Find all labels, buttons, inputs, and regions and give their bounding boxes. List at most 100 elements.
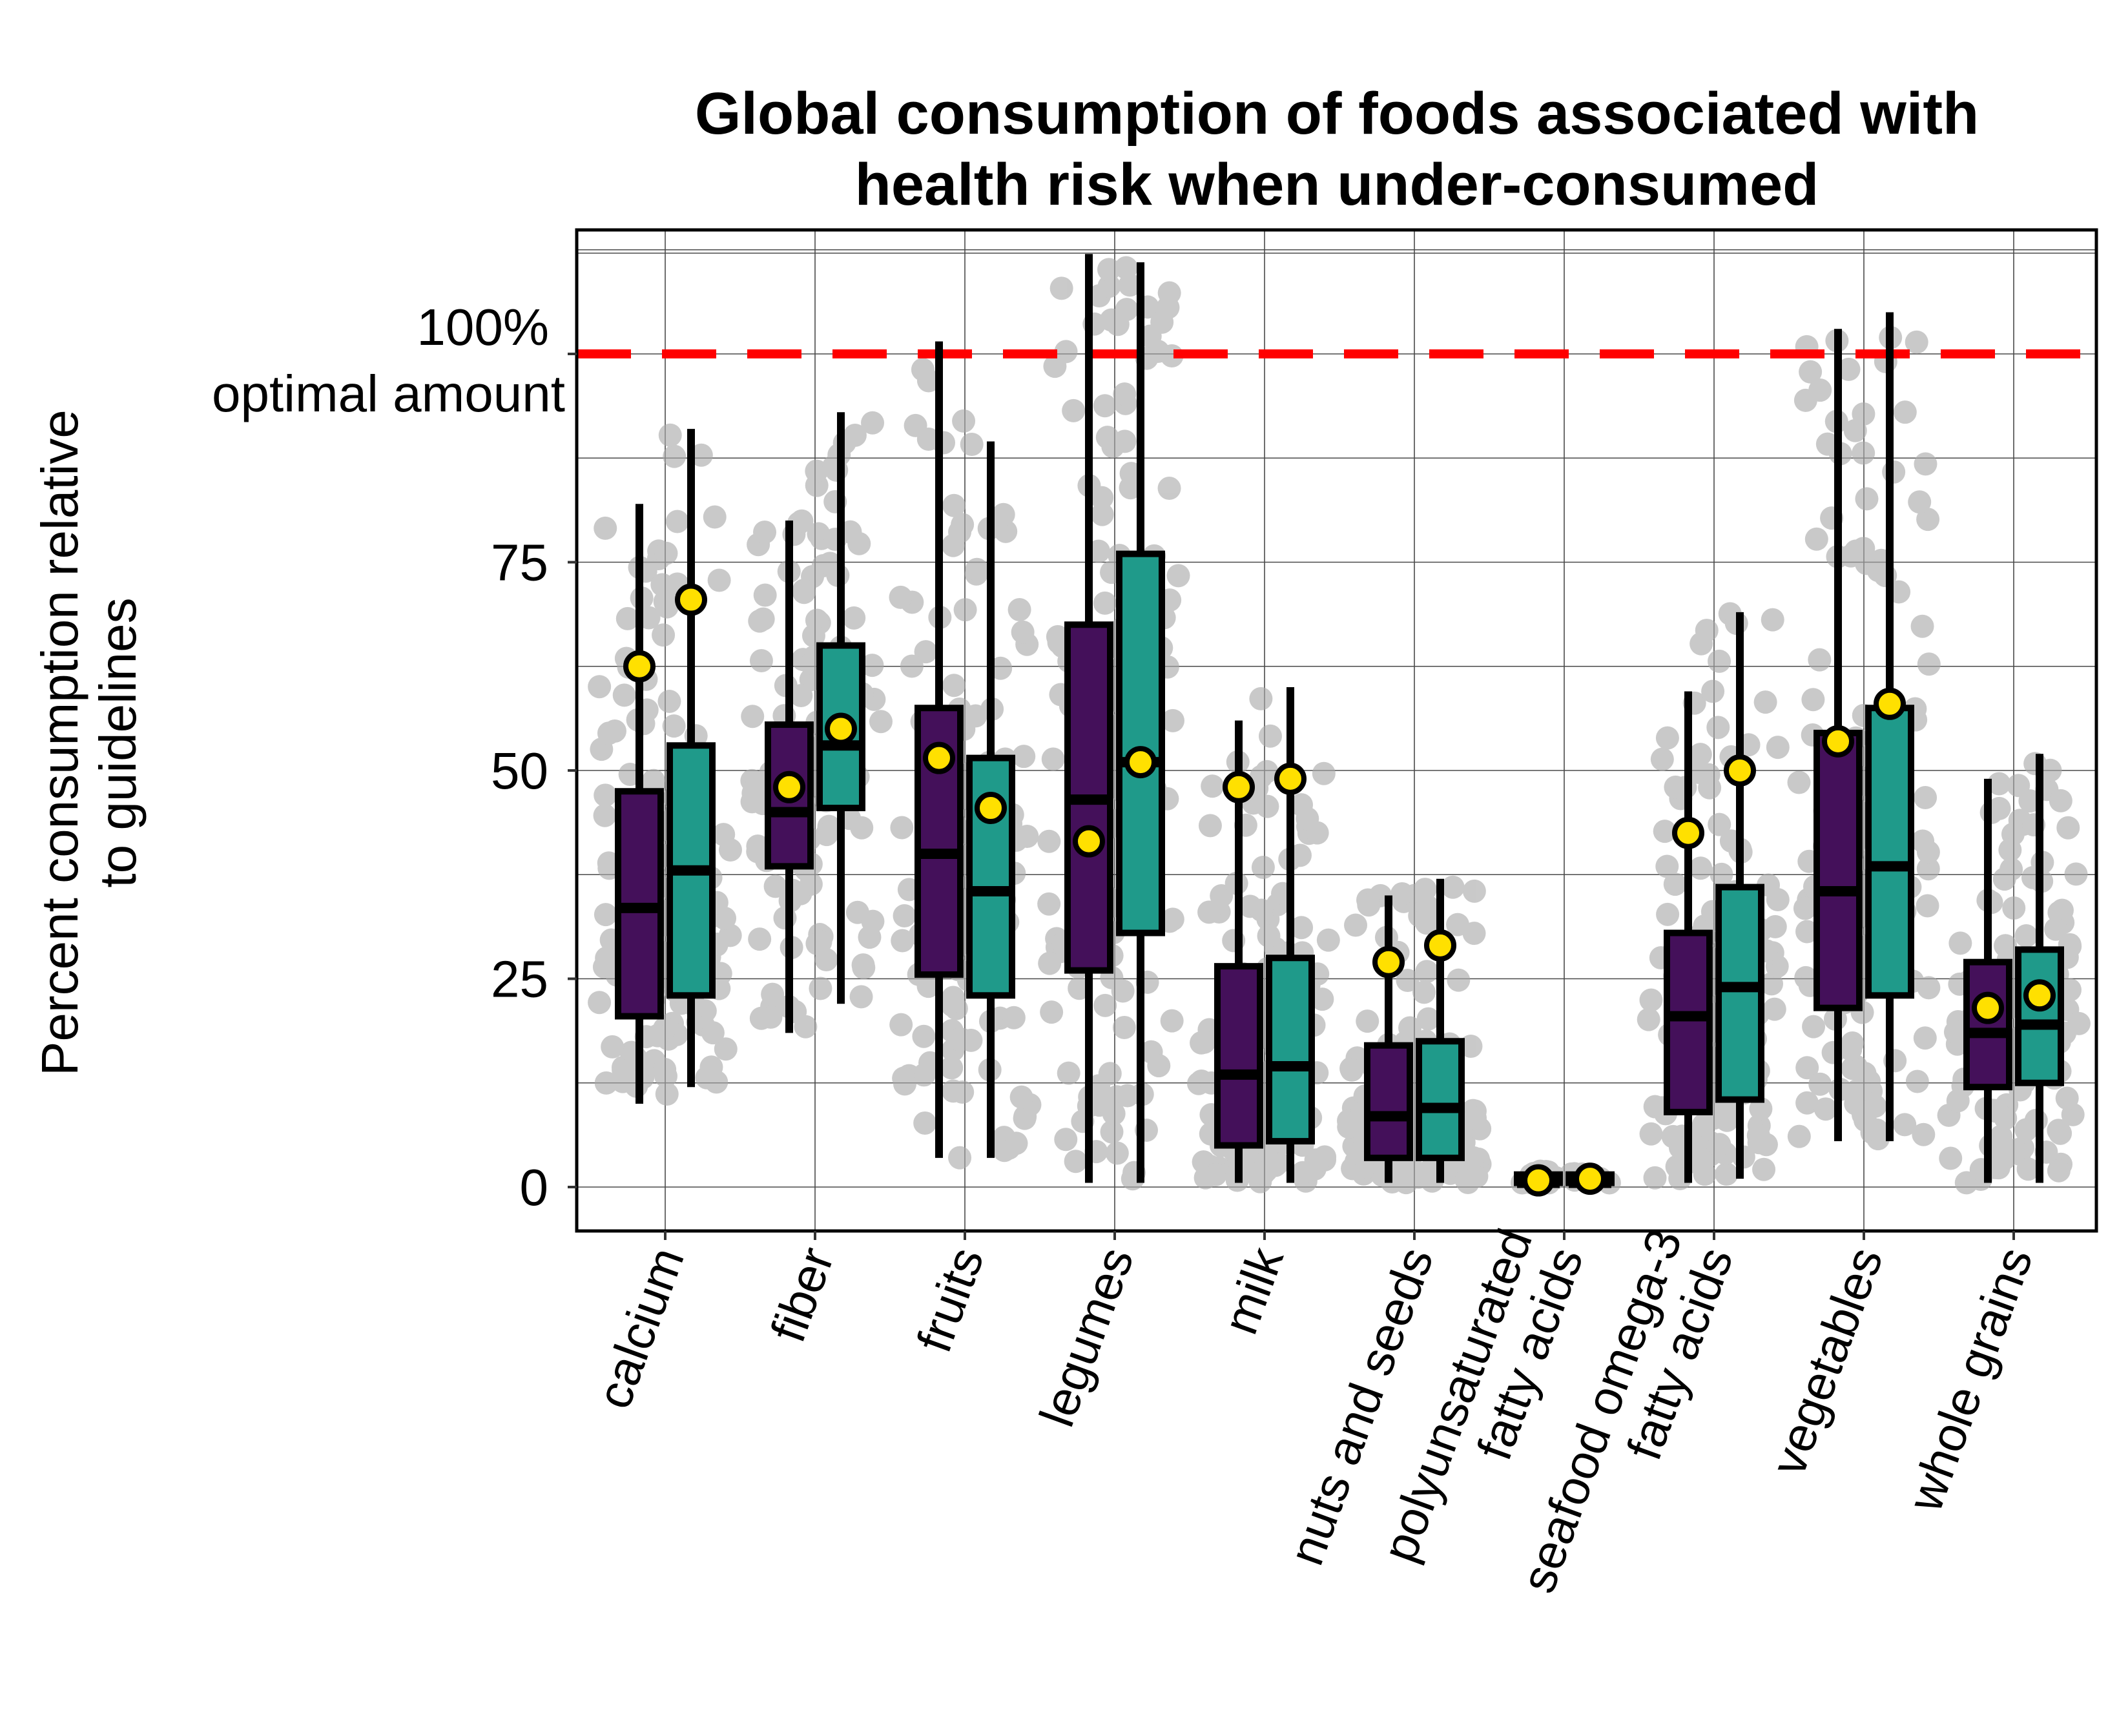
scatter-point xyxy=(1249,687,1273,710)
box xyxy=(1214,963,1263,1149)
scatter-point xyxy=(1090,486,1114,510)
scatter-point xyxy=(1201,774,1224,798)
scatter-point xyxy=(911,358,935,382)
scatter-point xyxy=(1463,1106,1487,1130)
scatter-point xyxy=(1093,591,1117,615)
scatter-point xyxy=(1643,1166,1667,1190)
scatter-point xyxy=(663,444,687,468)
scatter-point xyxy=(689,443,713,467)
scatter-point xyxy=(912,1063,936,1087)
scatter-point xyxy=(1710,862,1733,886)
scatter-point xyxy=(1160,1009,1184,1033)
mean-marker xyxy=(1724,754,1756,787)
scatter-point xyxy=(1908,490,1932,514)
box xyxy=(1266,955,1315,1145)
scatter-point xyxy=(1688,743,1712,767)
scatter-point xyxy=(1009,1085,1033,1109)
scatter-point xyxy=(1655,726,1679,750)
scatter-point xyxy=(1413,878,1437,902)
scatter-point xyxy=(1912,1122,1936,1146)
scatter-point xyxy=(655,595,679,619)
scatter-point xyxy=(1837,357,1861,381)
scatter-point xyxy=(941,533,965,557)
scatter-point xyxy=(1637,1008,1660,1031)
scatter-point xyxy=(718,838,742,862)
scatter-point xyxy=(2056,816,2080,840)
scatter-point xyxy=(2047,1119,2071,1142)
scatter-point xyxy=(1057,1061,1080,1085)
scatter-point xyxy=(1916,894,1939,918)
scatter-point xyxy=(1037,829,1061,853)
scatter-point xyxy=(1150,310,1174,334)
scatter-point xyxy=(1041,747,1065,771)
scatter-point xyxy=(1708,1133,1731,1157)
scatter-point xyxy=(654,541,678,565)
scatter-point xyxy=(1987,772,2011,796)
scatter-point xyxy=(1441,875,1465,899)
scatter-point xyxy=(1693,1162,1717,1186)
scatter-point xyxy=(941,989,965,1013)
scatter-point xyxy=(1415,960,1439,984)
scatter-point xyxy=(790,509,814,533)
scatter-point xyxy=(1808,648,1832,672)
scatter-point xyxy=(1749,1097,1773,1121)
scatter-point xyxy=(1008,597,1031,621)
scatter-point xyxy=(1093,993,1117,1017)
scatter-point xyxy=(1701,679,1725,703)
scatter-point xyxy=(1752,1157,1776,1181)
scatter-point xyxy=(940,1056,964,1080)
scatter-point xyxy=(1910,614,1934,638)
scatter-point xyxy=(1998,838,2022,862)
y-axis-label: Percent consumption relative to guidelin… xyxy=(31,409,147,1076)
scatter-point xyxy=(1795,1056,1819,1080)
scatter-point xyxy=(1939,1146,1963,1170)
scatter-point xyxy=(665,510,689,533)
scatter-point xyxy=(1290,916,1314,940)
scatter-point xyxy=(1390,882,1414,906)
y-axis-label-line-1: Percent consumption relative xyxy=(31,409,88,1076)
scatter-point xyxy=(1064,1150,1088,1173)
scatter-point xyxy=(1801,688,1825,712)
scatter-point xyxy=(889,585,913,609)
scatter-point xyxy=(612,683,636,707)
chart-title-line-2: health risk when under-consumed xyxy=(855,152,1819,218)
scatter-point xyxy=(942,674,966,698)
scatter-point xyxy=(753,520,777,544)
scatter-point xyxy=(1100,1120,1124,1144)
scatter-point xyxy=(746,840,770,863)
scatter-point xyxy=(1639,988,1663,1012)
scatter-point xyxy=(1804,527,1828,551)
scatter-point xyxy=(748,927,772,951)
scatter-point xyxy=(1845,1079,1869,1103)
scatter-point xyxy=(1054,1128,1078,1152)
scatter-point xyxy=(761,982,785,1006)
scatter-point xyxy=(1251,855,1275,879)
box xyxy=(2015,946,2064,1086)
scatter-point xyxy=(1863,1094,1887,1118)
scatter-point xyxy=(1312,761,1336,785)
scatter-point xyxy=(1038,951,1062,975)
scatter-point xyxy=(601,1035,625,1059)
scatter-point xyxy=(1795,1091,1819,1115)
scatter-point xyxy=(860,654,884,677)
scatter-point xyxy=(1355,1155,1379,1179)
scatter-point xyxy=(1459,1035,1483,1059)
scatter-point xyxy=(2038,758,2062,782)
scatter-point xyxy=(1916,840,1940,864)
scatter-point xyxy=(964,704,987,728)
scatter-point xyxy=(953,598,977,622)
scatter-point xyxy=(740,790,764,814)
scatter-point xyxy=(947,1028,971,1051)
mean-marker xyxy=(1073,825,1105,858)
y-axis-label-line-2: to guidelines xyxy=(89,597,147,887)
scatter-point xyxy=(809,930,832,954)
scatter-point xyxy=(1414,911,1438,935)
scatter-point xyxy=(1049,276,1073,300)
scatter-point xyxy=(789,684,813,708)
scatter-point xyxy=(1002,1006,1026,1029)
scatter-point xyxy=(1882,460,1906,484)
scatter-point xyxy=(1905,330,1928,354)
scatter-point xyxy=(1310,987,1334,1011)
scatter-point xyxy=(652,623,676,647)
scatter-point xyxy=(1161,907,1184,931)
